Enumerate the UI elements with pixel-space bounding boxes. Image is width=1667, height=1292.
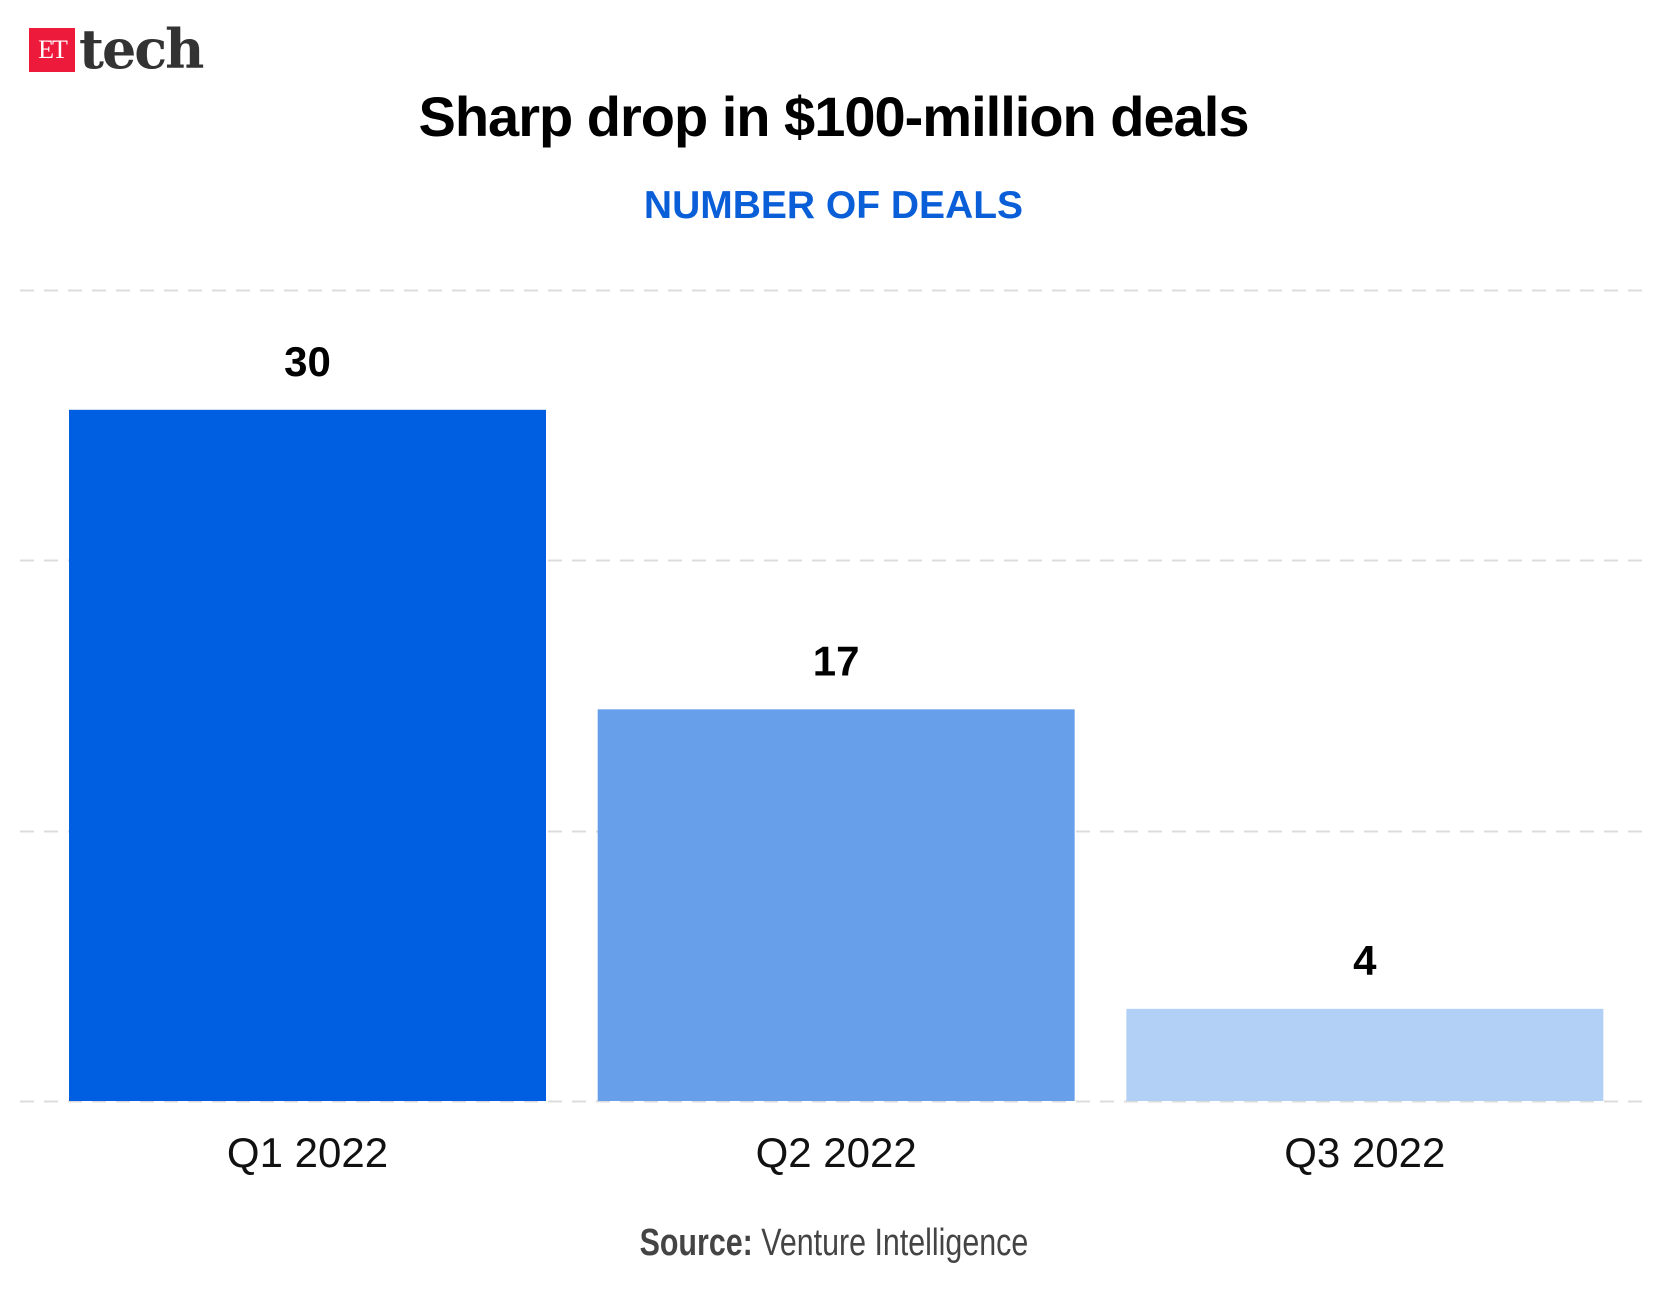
category-label: Q3 2022 (1284, 1129, 1445, 1176)
bar-q2-2022 (597, 709, 1075, 1101)
et-tech-logo: ET tech (29, 17, 204, 81)
source-label: Source: (639, 1222, 753, 1264)
bar-q1-2022 (69, 409, 546, 1101)
logo-et-mark: ET (29, 28, 75, 72)
data-label: 17 (813, 637, 860, 684)
category-label: Q2 2022 (756, 1129, 917, 1176)
bar-q3-2022 (1126, 1008, 1604, 1101)
source-note: Source: Venture Intelligence (0, 1222, 1667, 1265)
chart-subtitle: NUMBER OF DEALS (643, 184, 1024, 227)
logo-tech-text: tech (79, 17, 204, 81)
data-label: 30 (284, 338, 331, 385)
category-label: Q1 2022 (227, 1129, 388, 1176)
data-label: 4 (1353, 937, 1377, 984)
source-text: Venture Intelligence (760, 1222, 1028, 1264)
chart-title: Sharp drop in $100-million deals (418, 85, 1250, 148)
